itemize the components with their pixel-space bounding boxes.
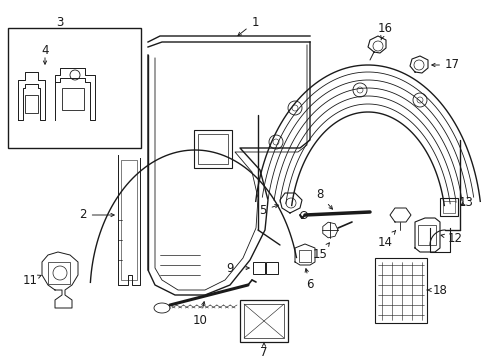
Text: 5: 5 (259, 203, 278, 216)
Bar (265, 262, 278, 274)
Bar (439, 198, 457, 216)
Text: 10: 10 (192, 302, 207, 327)
Bar (198, 134, 227, 164)
Bar (298, 250, 310, 262)
Text: 12: 12 (440, 231, 462, 244)
Bar (244, 304, 284, 338)
Bar (252, 262, 264, 274)
Bar (62, 88, 84, 110)
Text: 8: 8 (316, 189, 332, 209)
Text: 18: 18 (426, 284, 447, 297)
Text: 16: 16 (377, 22, 392, 40)
Bar (417, 225, 435, 245)
Text: 6: 6 (305, 269, 313, 292)
Text: 13: 13 (458, 195, 472, 208)
Text: 15: 15 (312, 243, 329, 261)
Text: 14: 14 (377, 230, 395, 248)
Text: 4: 4 (41, 44, 49, 57)
Bar (121, 160, 137, 280)
Text: 2: 2 (79, 208, 114, 221)
Bar (48, 262, 70, 284)
Text: 3: 3 (56, 15, 63, 28)
Bar (25, 95, 38, 113)
Text: 9: 9 (226, 261, 233, 274)
Text: 1: 1 (238, 15, 258, 36)
Bar (442, 201, 454, 213)
Bar (374, 258, 426, 323)
Text: 7: 7 (260, 343, 267, 359)
Bar (8, 28, 141, 148)
Bar (194, 130, 231, 168)
Bar (240, 300, 287, 342)
Text: 11: 11 (22, 274, 41, 287)
Text: 17: 17 (431, 58, 459, 72)
